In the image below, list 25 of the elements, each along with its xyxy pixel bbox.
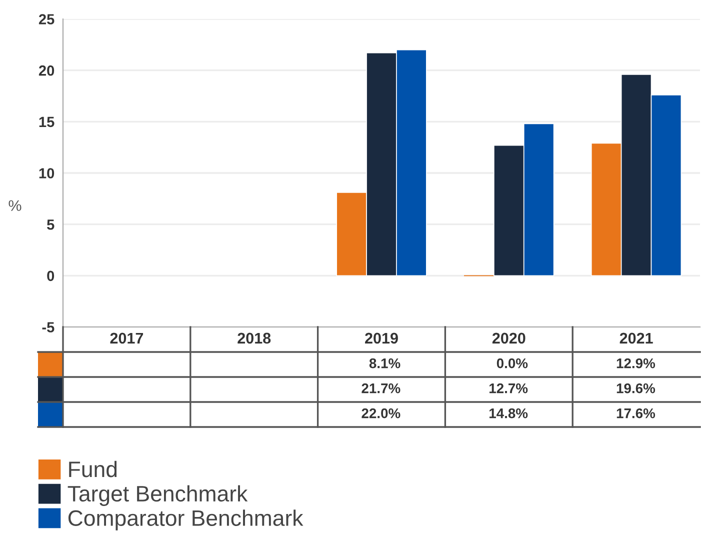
legend-label: Fund bbox=[69, 460, 117, 478]
data-label: 0.0% bbox=[496, 358, 528, 368]
y-axis-title: % bbox=[8, 200, 22, 211]
data-label: 12.7% bbox=[490, 383, 528, 394]
data-label: 17.6% bbox=[616, 408, 656, 418]
x-tick-label: 2020 bbox=[492, 332, 526, 344]
y-tick-label: 5 bbox=[47, 220, 54, 230]
y-tick-label: 25 bbox=[38, 14, 54, 24]
y-tick-label: 15 bbox=[39, 116, 54, 128]
legend-label: Target Benchmark bbox=[68, 485, 248, 506]
data-label: 22.0% bbox=[362, 408, 400, 418]
data-label: 12.9% bbox=[616, 358, 656, 368]
data-label: 21.7% bbox=[362, 383, 400, 394]
y-tick-label: -5 bbox=[42, 322, 54, 332]
x-tick-label: 2018 bbox=[238, 332, 271, 344]
data-label: 8.1% bbox=[369, 358, 400, 368]
y-tick-label: 10 bbox=[39, 168, 54, 178]
data-label: 14.8% bbox=[490, 408, 528, 418]
x-tick-label: 2017 bbox=[110, 332, 144, 344]
x-tick-label: 2019 bbox=[365, 332, 398, 344]
y-tick-label: 20 bbox=[38, 65, 54, 76]
data-label: 19.6% bbox=[616, 383, 656, 394]
y-tick-label: 0 bbox=[47, 270, 54, 282]
legend-label: Comparator Benchmark bbox=[68, 510, 304, 530]
x-tick-label: 2021 bbox=[620, 332, 653, 344]
